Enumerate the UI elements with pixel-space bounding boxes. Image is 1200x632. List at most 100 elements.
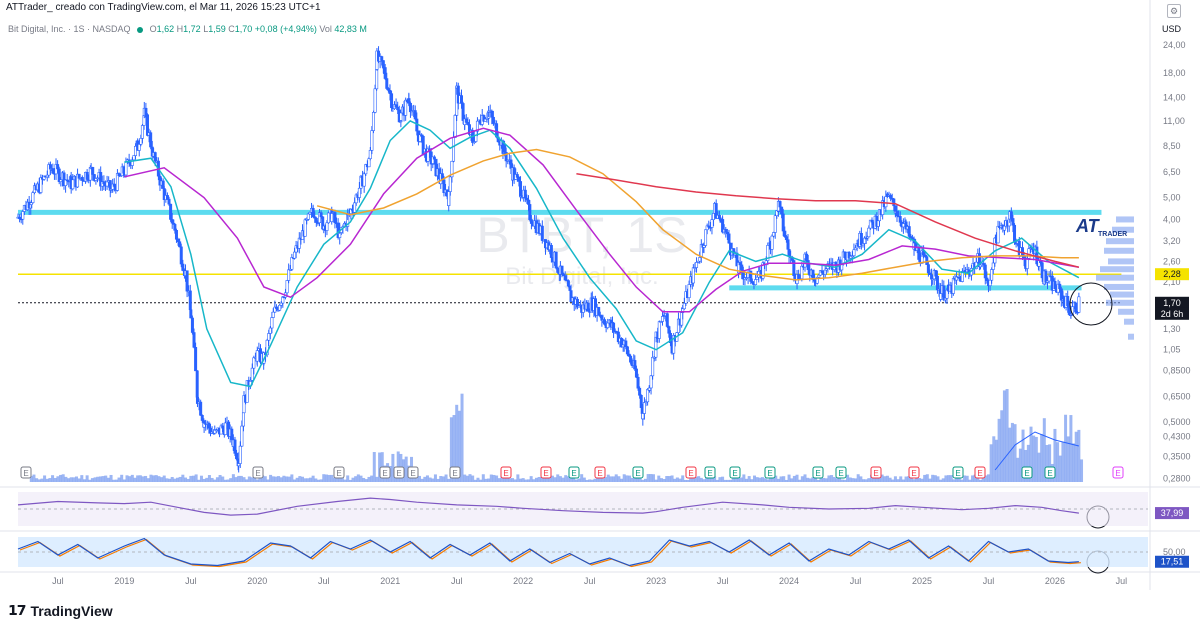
earnings-marker-icon[interactable] bbox=[870, 466, 882, 479]
time-tick-label: Jul bbox=[52, 576, 64, 586]
volume-bar bbox=[354, 476, 358, 482]
volume-bar bbox=[566, 476, 570, 482]
candle-body bbox=[176, 238, 180, 243]
candle-body bbox=[371, 112, 375, 131]
volume-bar bbox=[322, 474, 326, 482]
low-label: L bbox=[203, 24, 209, 34]
earnings-marker-icon[interactable] bbox=[594, 466, 606, 479]
chart-settings-icon[interactable]: ⚙ bbox=[1167, 4, 1181, 18]
volume-bar bbox=[1080, 459, 1084, 482]
candle-body bbox=[119, 175, 123, 178]
candle-body bbox=[71, 179, 75, 190]
earnings-marker-icon[interactable] bbox=[252, 466, 264, 479]
volume-bar bbox=[319, 479, 323, 482]
candle-body bbox=[575, 298, 579, 308]
volume-bar bbox=[596, 477, 600, 482]
earnings-marker-icon[interactable] bbox=[729, 466, 741, 479]
candle-body bbox=[330, 213, 334, 222]
volume-bar bbox=[1042, 418, 1046, 482]
volume-bar bbox=[524, 479, 528, 482]
candle-body bbox=[396, 106, 400, 111]
earnings-marker-icon[interactable] bbox=[333, 466, 345, 479]
earnings-marker-icon[interactable] bbox=[764, 466, 776, 479]
candle-body bbox=[370, 130, 374, 151]
earnings-marker-label: E bbox=[23, 469, 28, 478]
earnings-marker-icon[interactable] bbox=[1044, 466, 1056, 479]
candle-body bbox=[1061, 295, 1065, 300]
volume-bar bbox=[519, 478, 523, 482]
earnings-marker-icon[interactable] bbox=[632, 466, 644, 479]
volume-bar bbox=[683, 479, 687, 482]
candle-body bbox=[200, 415, 204, 421]
earnings-marker-icon[interactable] bbox=[835, 466, 847, 479]
earnings-marker-icon[interactable] bbox=[908, 466, 920, 479]
volume-bar bbox=[234, 477, 238, 482]
volume-bar bbox=[207, 475, 211, 482]
candle-body bbox=[404, 99, 408, 116]
earnings-marker-icon[interactable] bbox=[1112, 466, 1124, 479]
volume-bar bbox=[569, 476, 573, 482]
volume-bar bbox=[423, 476, 427, 482]
price-tick-label: 0,6500 bbox=[1163, 391, 1191, 401]
earnings-marker-icon[interactable] bbox=[20, 466, 32, 479]
volume-bar bbox=[636, 476, 640, 482]
earnings-marker-label: E bbox=[688, 469, 693, 478]
price-label: 2d 6h bbox=[1161, 309, 1184, 319]
time-tick-label: 2024 bbox=[779, 576, 799, 586]
candle-body bbox=[540, 225, 544, 241]
candle-body bbox=[475, 120, 479, 132]
earnings-marker-icon[interactable] bbox=[685, 466, 697, 479]
volume-bar bbox=[750, 479, 754, 482]
earnings-marker-icon[interactable] bbox=[812, 466, 824, 479]
earnings-marker-icon[interactable] bbox=[379, 466, 391, 479]
candle-body bbox=[174, 229, 178, 240]
earnings-marker-icon[interactable] bbox=[393, 466, 405, 479]
candle-body bbox=[241, 412, 245, 427]
ma-line-MA-roja bbox=[576, 172, 1080, 268]
earnings-marker-icon[interactable] bbox=[407, 466, 419, 479]
candle-body bbox=[76, 173, 80, 188]
volume-bar bbox=[580, 474, 584, 482]
volume-bar bbox=[93, 477, 97, 482]
earnings-marker-icon[interactable] bbox=[952, 466, 964, 479]
earnings-marker-icon[interactable] bbox=[568, 466, 580, 479]
volume-bar bbox=[1005, 389, 1009, 482]
earnings-marker-icon[interactable] bbox=[974, 466, 986, 479]
candle-body bbox=[252, 357, 256, 369]
candle-body bbox=[357, 187, 361, 198]
close-label: C bbox=[228, 24, 235, 34]
volume-bar bbox=[213, 479, 217, 482]
volume-bar bbox=[199, 475, 203, 482]
candle-body bbox=[642, 402, 646, 414]
volume-bar bbox=[745, 478, 749, 482]
candle-body bbox=[115, 173, 119, 191]
volume-bar bbox=[64, 476, 68, 482]
candle-body bbox=[646, 389, 650, 403]
volume-bar bbox=[1058, 455, 1062, 482]
volume-bar bbox=[909, 476, 913, 482]
volume-bar bbox=[933, 475, 937, 482]
volume-bar bbox=[997, 418, 1001, 482]
candle-body bbox=[1053, 281, 1057, 290]
candle-body bbox=[988, 279, 992, 286]
volume-bar bbox=[941, 478, 945, 482]
earnings-marker-label: E bbox=[767, 469, 772, 478]
candle-body bbox=[250, 367, 254, 381]
volume-bar bbox=[675, 477, 679, 482]
candle-body bbox=[800, 265, 804, 280]
candle-body bbox=[996, 225, 1000, 244]
earnings-marker-icon[interactable] bbox=[449, 466, 461, 479]
volume-bar bbox=[976, 477, 980, 482]
earnings-marker-icon[interactable] bbox=[1021, 466, 1033, 479]
volume-bar bbox=[885, 475, 889, 482]
volume-bar bbox=[768, 475, 772, 482]
earnings-marker-icon[interactable] bbox=[704, 466, 716, 479]
volume-bar bbox=[622, 474, 626, 482]
earnings-marker-icon[interactable] bbox=[500, 466, 512, 479]
volume-bar bbox=[670, 475, 674, 482]
earnings-marker-icon[interactable] bbox=[540, 466, 552, 479]
volume-bar bbox=[869, 474, 873, 482]
candle-body bbox=[523, 189, 527, 199]
candle-body bbox=[817, 274, 821, 278]
